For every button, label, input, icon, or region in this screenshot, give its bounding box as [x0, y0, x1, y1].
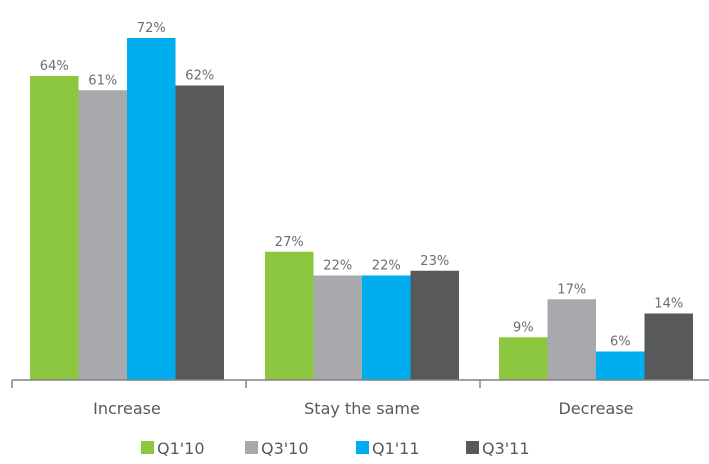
value-label: 23% [420, 254, 449, 269]
value-label: 61% [88, 73, 117, 88]
bar-decrease-0 [499, 337, 548, 380]
legend-label: Q3'11 [482, 439, 530, 458]
legend-swatch [245, 441, 258, 454]
x-axis [11, 379, 709, 388]
bar-decrease-2 [596, 351, 645, 380]
legend-swatch [356, 441, 369, 454]
legend-swatch [141, 441, 154, 454]
category-label: Increase [93, 399, 161, 418]
legend-label: Q1'11 [372, 439, 420, 458]
value-label: 27% [275, 235, 304, 250]
category-label: Decrease [558, 399, 633, 418]
legend-label: Q3'10 [261, 439, 309, 458]
category-label: Stay the same [304, 399, 420, 418]
bar-stay-the-same-1 [313, 275, 362, 380]
value-label: 22% [323, 259, 352, 274]
bar-stay-the-same-3 [410, 270, 459, 380]
bar-stay-the-same-0 [265, 251, 314, 380]
legend-label: Q1'10 [157, 439, 205, 458]
value-label: 17% [557, 282, 586, 297]
bars-layer [30, 38, 693, 380]
legend-swatch [466, 441, 479, 454]
value-label: 22% [372, 259, 401, 274]
bar-increase-1 [78, 90, 127, 380]
bar-increase-3 [175, 85, 224, 380]
value-label: 64% [40, 59, 69, 74]
value-label: 72% [137, 21, 166, 36]
value-labels-layer: 64% 61% 72% 62% 27% 22% 22% 23% 9% 17% 6% 14% [40, 21, 683, 350]
value-label: 14% [654, 297, 683, 312]
bar-increase-2 [127, 38, 176, 380]
category-labels: Increase Stay the same Decrease [93, 399, 633, 418]
bar-stay-the-same-2 [362, 275, 411, 380]
bar-increase-0 [30, 76, 79, 380]
value-label: 9% [513, 320, 534, 335]
value-label: 62% [185, 69, 214, 84]
legend: Q1'10 Q3'10 Q1'11 Q3'11 [141, 439, 530, 458]
value-label: 6% [610, 335, 631, 350]
bar-decrease-3 [644, 313, 693, 380]
bar-decrease-1 [547, 299, 596, 380]
